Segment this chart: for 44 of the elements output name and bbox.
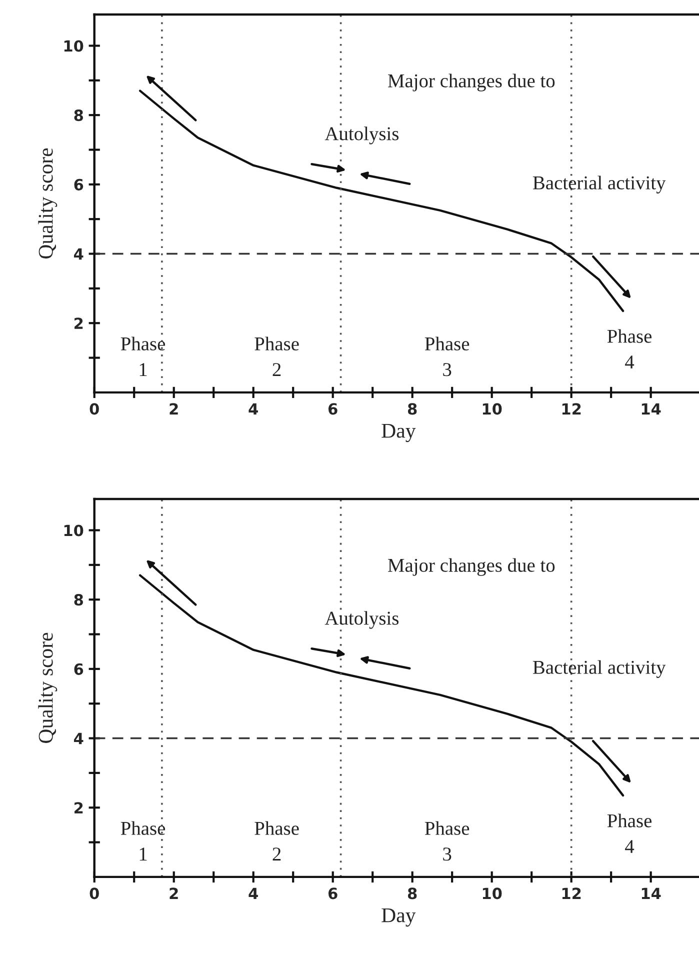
- annotation: Major changes due to: [388, 74, 555, 92]
- x-tick-label: 8: [408, 403, 417, 415]
- x-tick-label: 6: [328, 888, 338, 900]
- x-tick-label: 0: [90, 888, 99, 900]
- y-tick-label: 4: [74, 248, 84, 260]
- annotation: Autolysis: [324, 126, 399, 144]
- x-tick-label: 4: [248, 403, 258, 414]
- y-tick-label: 2: [74, 318, 83, 329]
- annotation: Phase 1: [120, 821, 166, 860]
- x-tick-label: 8: [408, 888, 417, 900]
- annotation: Autolysis: [324, 611, 399, 629]
- annotation: Phase 2: [254, 821, 299, 860]
- y-tick-label: 6: [74, 178, 84, 190]
- x-tick-label: 6: [328, 403, 338, 415]
- y-tick-label: 8: [74, 594, 83, 606]
- x-tick-label: 2: [170, 888, 178, 899]
- y-tick-label: 6: [74, 663, 84, 675]
- y-tick-label: 10: [64, 40, 84, 52]
- x-tick-label: 2: [170, 403, 178, 414]
- y-axis-title: Quality score: [38, 148, 58, 258]
- x-tick-label: 14: [642, 888, 661, 899]
- y-tick-label: 8: [74, 110, 83, 122]
- y-tick-label: 10: [64, 524, 84, 536]
- y-axis-title: Quality score: [38, 632, 58, 743]
- annotation: Bacterial activity: [532, 660, 666, 678]
- x-axis-title: Day: [382, 424, 416, 442]
- x-tick-label: 10: [482, 403, 502, 415]
- x-tick-label: 4: [248, 888, 258, 899]
- annotation: Phase 4: [607, 814, 652, 853]
- y-tick-label: 4: [74, 732, 84, 744]
- y-tick-label: 2: [74, 802, 83, 814]
- x-tick-label: 12: [562, 888, 581, 899]
- annotation: Major changes due to: [388, 558, 555, 576]
- annotation: Phase 1: [120, 336, 166, 376]
- annotation: Phase 3: [424, 336, 470, 376]
- x-tick-label: 14: [642, 403, 661, 414]
- x-axis-title: Day: [382, 908, 416, 927]
- annotation: Bacterial activity: [532, 176, 666, 194]
- x-tick-label: 10: [482, 888, 502, 900]
- x-tick-label: 12: [562, 403, 581, 414]
- annotation: Phase 4: [607, 329, 652, 368]
- x-tick-label: 0: [90, 403, 99, 415]
- annotation: Phase 3: [424, 821, 470, 861]
- annotation: Phase 2: [254, 336, 299, 376]
